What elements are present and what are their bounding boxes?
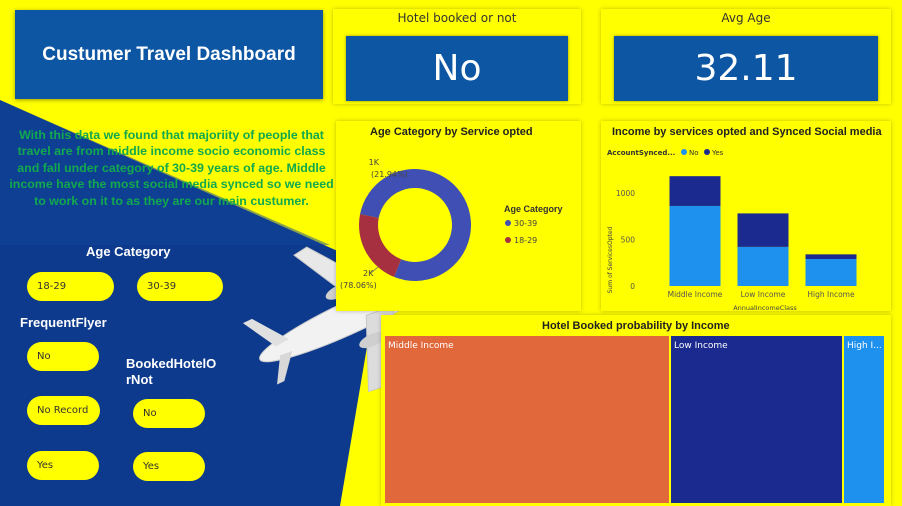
bar-category-label: Low Income [741,290,786,299]
slicer-option-hotel-yes[interactable]: Yes [133,452,205,481]
donut-label-30-39-count: 2K [363,269,374,278]
donut-legend-30-39-marker [505,220,511,226]
bar-legend-no-label: No [689,149,699,157]
treemap-tile-label: Low Income [674,341,728,351]
frequent-flyer-slicer-title: FrequentFlyer [20,315,107,330]
booked-hotel-title-line2: rNot [126,372,153,387]
treemap-tile-0[interactable]: Middle Income [385,336,669,503]
bar-yes-2[interactable] [805,254,857,260]
age-kpi-value: 32.11 [614,36,878,101]
age-category-slicer-title: Age Category [86,244,171,259]
hotel-kpi-value: No [346,36,568,101]
bar-y-axis-label: Sum of ServicesOpted [607,226,614,293]
donut-legend-18-29-label: 18-29 [514,236,537,245]
slicer-option-ff-no[interactable]: No [27,342,99,371]
donut-legend-18-29-marker [505,237,511,243]
bar-no-0[interactable] [669,205,721,286]
insight-text: With this data we found that majoriity o… [9,128,334,208]
booked-hotel-slicer-title: BookedHotelO rNot [126,356,216,388]
donut-slice-18-29[interactable] [359,214,402,277]
treemap-tile-label: Middle Income [388,341,454,351]
slicer-option-ff-yes[interactable]: Yes [27,451,99,480]
slicer-option-ff-no-record[interactable]: No Record [27,396,100,425]
bar-legend-no-marker [681,149,687,155]
booked-hotel-title-line1: BookedHotelO [126,356,217,371]
age-kpi-label: Avg Age [721,11,771,25]
slicer-option-hotel-no[interactable]: No [133,399,205,428]
donut-label-18-29-count: 1K [369,158,380,167]
donut-legend-30-39-label: 30-39 [514,219,537,228]
donut-label-18-29-percent: (21.94%) [371,170,408,179]
treemap-tile-label: High I... [847,341,882,351]
donut-label-30-39-percent: (78.06%) [340,281,377,290]
treemap-tile-2[interactable]: High I... [844,336,884,503]
dashboard-title: Custumer Travel Dashboard [15,10,323,99]
donut-legend-title: Age Category [504,204,563,214]
slicer-option-30-39[interactable]: 30-39 [137,272,223,301]
bar-category-label: Middle Income [668,290,723,299]
donut-slice-30-39[interactable] [360,169,471,281]
income-bar-chart[interactable]: AccountSynced... No Yes Sum of ServicesO… [601,140,891,312]
bar-category-label: High Income [807,290,855,299]
bar-legend-yes-marker [704,149,710,155]
bar-y-tick: 1000 [616,189,635,198]
age-donut-chart[interactable]: 1K (21.94%) 2K (78.06%) Age Category 30-… [336,145,581,310]
bar-no-1[interactable] [737,246,789,286]
donut-chart-title: Age Category by Service opted [370,126,533,138]
hotel-kpi-label: Hotel booked or not [397,11,517,25]
treemap-tile-1[interactable]: Low Income [671,336,842,503]
bar-yes-1[interactable] [737,213,789,247]
bar-y-tick: 0 [630,282,635,291]
bar-chart-title: Income by services opted and Synced Soci… [612,126,882,138]
bar-no-2[interactable] [805,259,857,286]
donut-leader-30-39 [370,266,379,274]
bar-yes-0[interactable] [669,176,721,206]
bar-legend-yes-label: Yes [711,149,724,157]
treemap-title: Hotel Booked probability by Income [542,320,730,332]
hotel-income-treemap[interactable]: Middle Income Low Income High I... [385,336,886,503]
bar-legend-title: AccountSynced... [607,149,675,157]
bar-x-axis-label: AnnualIncomeClass [733,304,797,312]
slicer-option-18-29[interactable]: 18-29 [27,272,114,301]
bar-y-tick: 500 [621,235,636,244]
